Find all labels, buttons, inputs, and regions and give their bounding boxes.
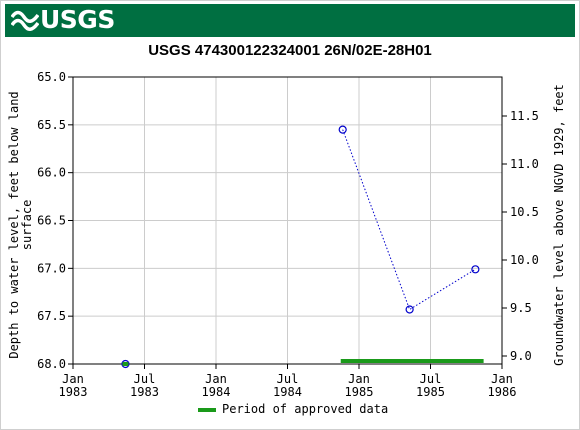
left-tick-label: 65.0 — [37, 70, 66, 84]
data-point — [405, 305, 414, 314]
data-point — [471, 265, 480, 274]
approved-periods — [340, 359, 484, 363]
x-tick-label-year: 1984 — [202, 385, 231, 399]
y-axis-right-label: Groundwater level above NGVD 1929, feet — [552, 84, 566, 366]
chart-title: USGS 474300122324001 26N/02E-28H01 — [148, 42, 432, 59]
series-line — [342, 129, 476, 311]
x-tick-label-year: 1985 — [345, 385, 374, 399]
legend-label: Period of approved data — [222, 402, 389, 416]
usgs-logo-text: USGS — [40, 5, 115, 34]
approved-period-bar — [340, 359, 484, 363]
x-tick-label-year: 1983 — [130, 385, 159, 399]
left-tick-label: 68.0 — [37, 357, 66, 371]
left-tick-label: 65.5 — [37, 118, 66, 132]
usgs-wave-icon — [11, 10, 39, 31]
x-axis: Jan1983Jul1983Jan1984Jul1984Jan1985Jul19… — [59, 364, 517, 399]
legend: Period of approved data — [198, 402, 388, 416]
y-axis-left-label-line2: surface — [20, 200, 34, 251]
right-tick-label: 9.5 — [510, 301, 532, 315]
right-y-axis: 11.5 11.0 10.5 10.0 9.5 9.0 — [502, 109, 539, 363]
x-tick-label-year: 1984 — [273, 385, 302, 399]
x-tick-label-year: 1986 — [488, 385, 517, 399]
left-tick-label: 66.0 — [37, 166, 66, 180]
x-tick-label-month: Jan — [348, 372, 370, 386]
x-tick-label-month: Jan — [205, 372, 227, 386]
y-axis-left-label-line1: Depth to water level, feet below land — [7, 91, 21, 358]
x-tick-label-month: Jan — [62, 372, 84, 386]
data-series — [121, 125, 480, 369]
left-tick-label: 67.0 — [37, 261, 66, 275]
left-y-axis: 65.0 65.5 66.0 66.5 67.0 67.5 68.0 — [37, 70, 73, 371]
x-tick-label-year: 1983 — [59, 385, 88, 399]
data-point — [338, 125, 347, 134]
x-tick-label-month: Jan — [491, 372, 513, 386]
data-point — [121, 359, 130, 369]
right-tick-label: 10.5 — [510, 205, 539, 219]
right-tick-label: 11.5 — [510, 109, 539, 123]
legend-swatch-approved — [198, 407, 216, 412]
right-tick-label: 11.0 — [510, 157, 539, 171]
x-tick-label-month: Jul — [277, 372, 299, 386]
x-tick-label-month: Jul — [420, 372, 442, 386]
approved-point-marker — [122, 362, 129, 366]
left-tick-label: 67.5 — [37, 309, 66, 323]
x-tick-label-month: Jul — [134, 372, 156, 386]
right-tick-label: 9.0 — [510, 349, 532, 363]
x-tick-label-year: 1985 — [416, 385, 445, 399]
left-tick-label: 66.5 — [37, 214, 66, 228]
chart-svg: 65.0 65.5 66.0 66.5 67.0 67.5 68.0 11.5 11.0 10.… — [7, 70, 566, 399]
usgs-banner: USGS — [5, 4, 575, 37]
right-tick-label: 10.0 — [510, 253, 539, 267]
grid-lines — [73, 77, 502, 364]
